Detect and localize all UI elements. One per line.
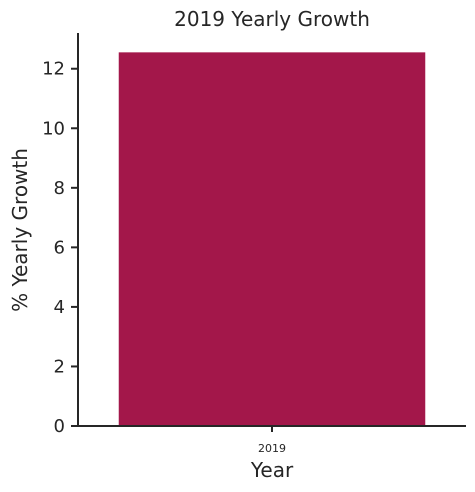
y-axis: 0 2 4 6 8 10 12 <box>42 33 79 437</box>
y-axis-label: % Yearly Growth <box>8 148 32 312</box>
bar-2019 <box>118 52 426 426</box>
plot-area <box>118 52 426 426</box>
y-tick-label-10: 10 <box>42 118 65 139</box>
y-tick-label-0: 0 <box>54 416 65 437</box>
y-tick-label-6: 6 <box>54 237 65 258</box>
y-tick-label-4: 4 <box>54 297 65 318</box>
y-tick-label-2: 2 <box>54 356 65 377</box>
x-axis-label: Year <box>250 458 294 482</box>
y-tick-label-8: 8 <box>54 178 65 199</box>
x-axis: 2019 <box>78 425 466 455</box>
chart-title: 2019 Yearly Growth <box>174 7 370 31</box>
x-tick-label-2019: 2019 <box>258 442 286 455</box>
y-tick-label-12: 12 <box>42 59 65 80</box>
